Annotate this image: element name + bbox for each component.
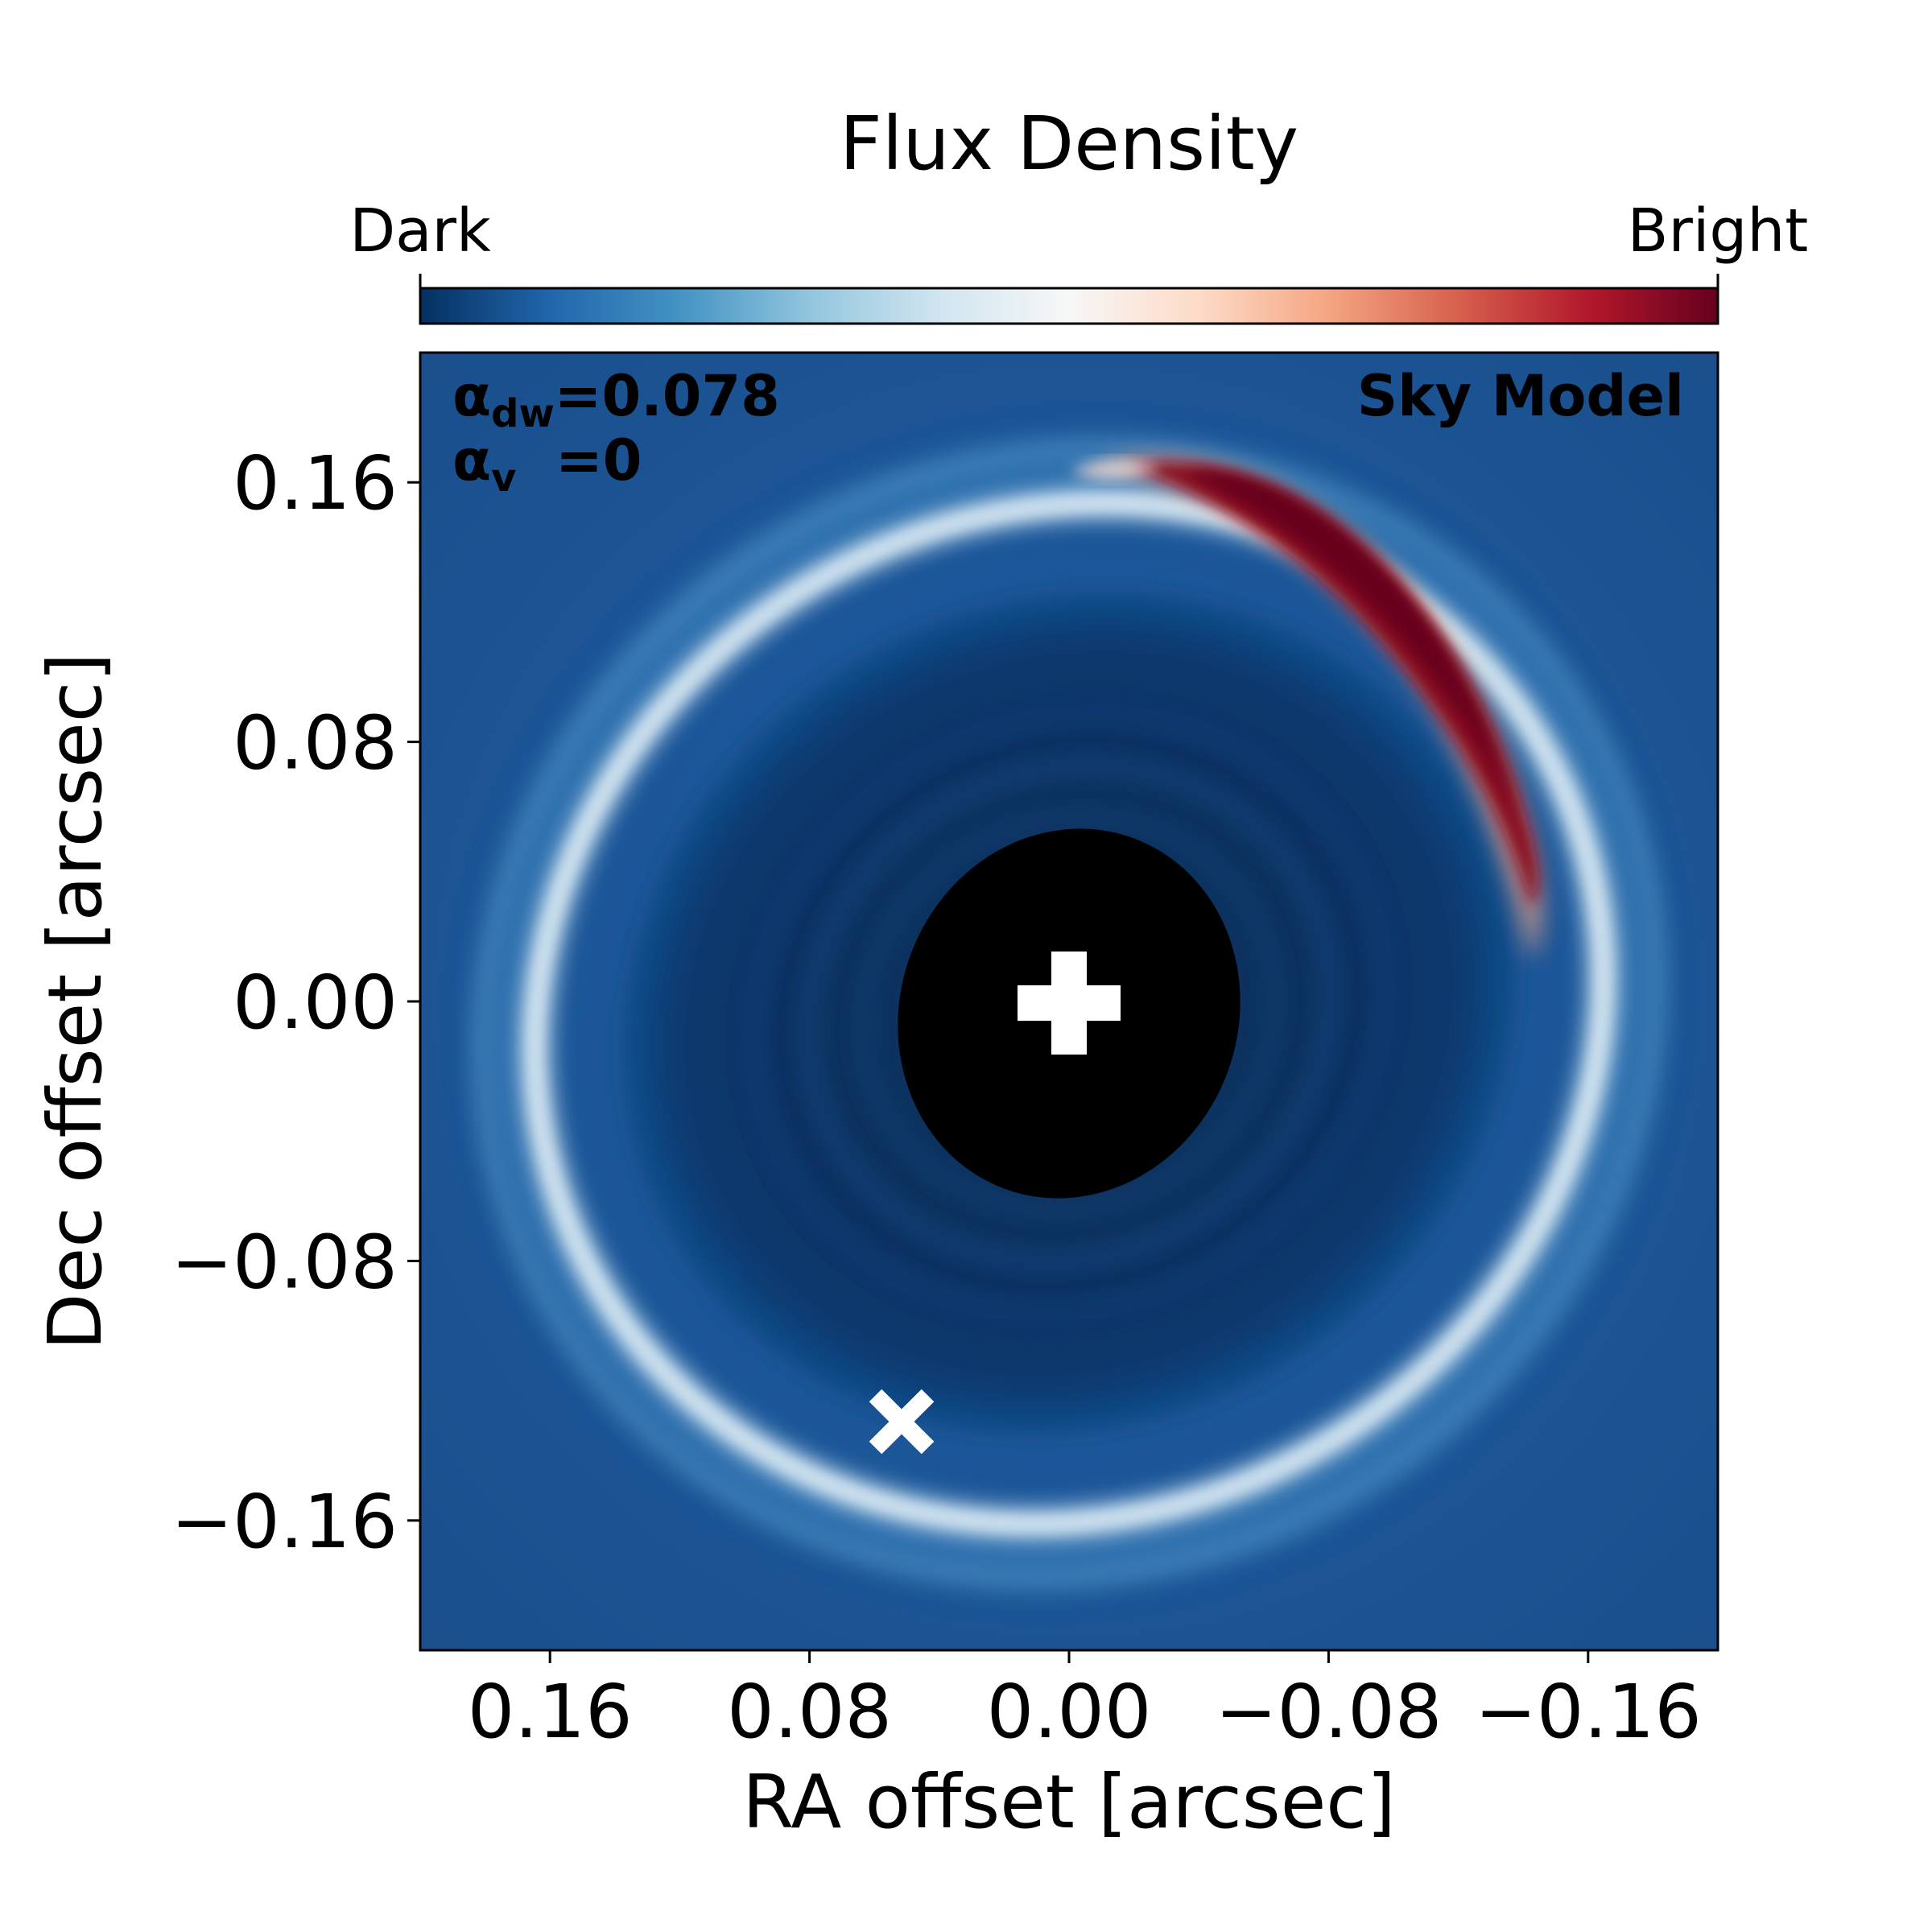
sky-model-image bbox=[420, 353, 1718, 1650]
x-tick-label: −0.16 bbox=[1475, 1669, 1702, 1755]
y-tick-label: 0.08 bbox=[233, 700, 398, 786]
outer-halo bbox=[484, 446, 1654, 1581]
inner-ring-1 bbox=[803, 761, 1335, 1266]
colorbar-low-label: Dark bbox=[349, 196, 491, 266]
colorbar-high-label: Bright bbox=[1628, 196, 1809, 266]
star-plus-marker bbox=[1018, 952, 1121, 1055]
x-tick-label: 0.00 bbox=[987, 1669, 1152, 1755]
y-tick-label: 0.00 bbox=[233, 960, 398, 1046]
x-tick-label: 0.16 bbox=[468, 1669, 633, 1755]
x-axis-label: RA offset [arcsec] bbox=[742, 1759, 1396, 1845]
y-axis-label: Dec offset [arcsec] bbox=[32, 653, 118, 1350]
colorbar-title: Flux Density bbox=[840, 101, 1298, 187]
planet-x-marker bbox=[869, 1389, 935, 1455]
y-tick-label: −0.16 bbox=[171, 1479, 398, 1565]
colorbar: Flux Density Dark Bright bbox=[349, 101, 1809, 325]
crescent bbox=[1071, 456, 1542, 958]
y-axis: 0.16 0.08 0.00 −0.08 −0.16 bbox=[171, 440, 420, 1565]
outer-ring-faint bbox=[473, 440, 1666, 1587]
y-tick-label: 0.16 bbox=[233, 440, 398, 526]
colorbar-gradient bbox=[419, 287, 1719, 325]
param-alpha-v: αv =0 bbox=[452, 427, 642, 501]
disk bbox=[473, 440, 1666, 1587]
crescent-core bbox=[1183, 470, 1513, 813]
param-labels: αdw=0.078 αv =0 bbox=[452, 363, 780, 501]
panel-label: Sky Model bbox=[1357, 363, 1684, 429]
y-tick-label: −0.08 bbox=[171, 1219, 398, 1305]
x-tick-label: −0.08 bbox=[1215, 1669, 1442, 1755]
inner-ring-2 bbox=[748, 708, 1390, 1319]
crescent-tip bbox=[1071, 460, 1159, 480]
x-tick-label: 0.08 bbox=[727, 1669, 892, 1755]
x-axis: 0.16 0.08 0.00 −0.08 −0.16 bbox=[468, 1650, 1702, 1755]
param-alpha-dw: αdw=0.078 bbox=[452, 363, 780, 436]
inner-ring-3 bbox=[859, 812, 1279, 1215]
